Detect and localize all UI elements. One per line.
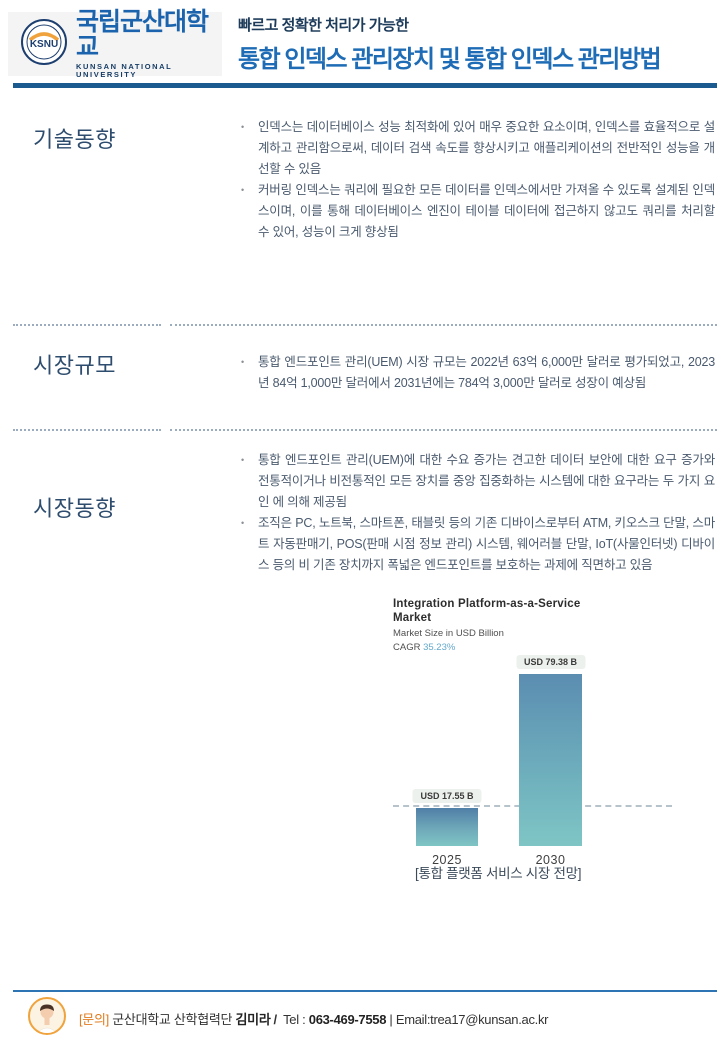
inquiry-label: [문의] xyxy=(79,1011,109,1027)
university-name-en: KUNSAN NATIONAL UNIVERSITY xyxy=(76,62,173,79)
chart-bar xyxy=(519,674,582,846)
contact-separator: / xyxy=(273,1011,277,1027)
svg-text:KSNU: KSNU xyxy=(30,39,58,50)
list-item: • 통합 엔드포인트 관리(UEM)에 대한 수요 증가는 견고한 데이터 보안… xyxy=(239,450,715,513)
document-tagline: 빠르고 정확한 처리가 가능한 xyxy=(238,17,409,34)
section-divider xyxy=(13,324,717,326)
section-content-tech-trends: • 인덱스는 데이터베이스 성능 최적화에 있어 매우 중요한 요소이며, 인덱… xyxy=(239,117,715,243)
bullet-icon: • xyxy=(241,122,245,132)
contact-name: 김미라 xyxy=(235,1011,271,1027)
chart-title: Integration Platform-as-a-Service Market xyxy=(393,598,581,624)
chart-caption: [통합 플랫폼 서비스 시장 전망] xyxy=(415,866,582,881)
chart-bar xyxy=(416,808,478,846)
section-divider xyxy=(13,429,717,431)
list-item: • 조직은 PC, 노트북, 스마트폰, 태블릿 등의 기존 디바이스로부터 A… xyxy=(239,513,715,576)
footer-contact-text: [문의] 군산대학교 산학협력단 김미라 / Tel : 063-469-7558… xyxy=(79,1009,549,1028)
market-forecast-chart: Integration Platform-as-a-Service Market… xyxy=(393,597,685,881)
footer-contact: [문의] 군산대학교 산학협력단 김미라 / Tel : 063-469-7558… xyxy=(28,996,708,1040)
section-heading-market-trends: 시장동향 xyxy=(33,496,116,521)
university-emblem-icon: KSNU xyxy=(20,18,68,71)
list-item: • 통합 엔드포인트 관리(UEM) 시장 규모는 2022년 63억 6,00… xyxy=(239,352,715,394)
contact-org: 군산대학교 산학협력단 xyxy=(108,1011,236,1027)
contact-email: | Email:trea17@kunsan.ac.kr xyxy=(386,1011,549,1027)
bar-value-label: USD 17.55 B xyxy=(412,789,482,803)
x-axis-tick: 2025 xyxy=(432,853,462,867)
header-divider-bar xyxy=(13,83,717,88)
bar-group-2025: USD 17.55 B 2025 xyxy=(412,656,482,867)
section-content-market-trends: • 통합 엔드포인트 관리(UEM)에 대한 수요 증가는 견고한 데이터 보안… xyxy=(239,450,715,576)
chart-cagr: CAGR 35.23% xyxy=(393,642,456,653)
bar-value-label: USD 79.38 B xyxy=(515,655,586,669)
university-logo: KSNU 국립군산대학교 KUNSAN NATIONAL UNIVERSITY xyxy=(8,8,222,79)
document-title: 통합 인덱스 관리장치 및 통합 인덱스 관리방법 xyxy=(238,46,662,73)
chart-plot-area: USD 17.55 B 2025 USD 79.38 B 2030 xyxy=(393,655,685,867)
chart-subtitle: Market Size in USD Billion xyxy=(393,628,504,639)
tel-label: Tel : xyxy=(279,1011,309,1027)
bullet-icon: • xyxy=(241,455,245,465)
cagr-value: 35.23% xyxy=(423,642,456,653)
list-item: • 커버링 인덱스는 쿼리에 필요한 모든 데이터를 인덱스에서만 가져올 수 … xyxy=(239,180,715,243)
bullet-icon: • xyxy=(241,357,245,367)
list-item: • 인덱스는 데이터베이스 성능 최적화에 있어 매우 중요한 요소이며, 인덱… xyxy=(239,117,715,180)
x-axis-tick: 2030 xyxy=(535,853,566,867)
section-heading-tech-trends: 기술동향 xyxy=(33,127,116,152)
bullet-icon: • xyxy=(241,185,245,195)
university-name-ko: 국립군산대학교 xyxy=(76,8,209,61)
section-heading-market-size: 시장규모 xyxy=(33,353,116,378)
bar-group-2030: USD 79.38 B 2030 xyxy=(515,655,586,867)
section-content-market-size: • 통합 엔드포인트 관리(UEM) 시장 규모는 2022년 63억 6,00… xyxy=(239,352,715,394)
bullet-icon: • xyxy=(241,518,245,528)
contact-avatar-icon xyxy=(28,996,66,1040)
footer-divider-line xyxy=(13,990,717,992)
tel-number: 063-469-7558 xyxy=(308,1011,387,1027)
